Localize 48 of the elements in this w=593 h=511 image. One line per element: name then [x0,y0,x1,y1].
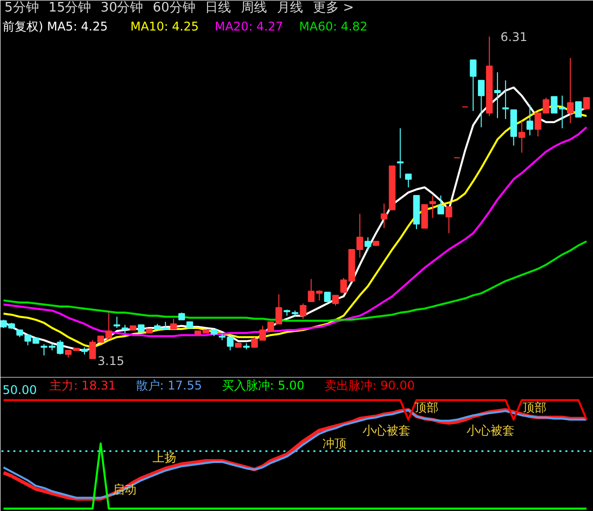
candlestick [437,194,444,214]
candlestick [478,80,485,128]
candlestick [502,80,509,120]
candlestick [494,72,501,119]
candlestick [518,120,526,154]
candlestick [526,104,534,136]
candlestick [405,174,412,188]
text: 60分钟 [152,0,196,16]
text: 30分钟 [100,0,144,16]
series-label: 卖出脉冲: 90.00 [324,378,415,392]
annotation: 顶部 [522,400,546,414]
candlestick [575,101,582,118]
candlestick [583,97,590,110]
text: 买入脉冲: 5.00 [222,378,304,392]
text: MA10: 4.25 [130,20,199,34]
candlestick [396,128,404,179]
text: 15分钟 [48,0,92,16]
annotation: 6.31 [500,30,528,44]
annotation: 小心被套 [466,424,514,438]
text: 散户: 17.55 [136,378,202,392]
candlestick [324,292,331,302]
text: 前复权) MA5: 4.25 [2,20,108,34]
candlestick [470,59,476,112]
candlestick [114,316,120,328]
text: 更多 > [312,0,354,16]
candlestick [170,318,177,330]
annotation: 3.15 [98,354,124,368]
candlestick [567,57,574,124]
candlestick [429,194,436,218]
annotation: 小心被套 [362,424,410,438]
annotation: 冲顶 [322,436,346,450]
candlestick [364,236,372,252]
text: 主力: 18.31 [50,378,116,392]
text: 月线 [276,0,303,16]
annotation: 上扬 [152,450,176,464]
candlestick [446,206,452,234]
annotation: 启动 [112,482,136,496]
text: MA60: 4.82 [299,20,368,34]
candlestick [300,302,306,320]
candlestick [421,204,428,229]
text: 50.00 [2,383,37,397]
annotation: 顶部 [414,400,438,414]
candlestick [332,294,339,306]
text: 日线 [204,0,231,16]
text: 5分钟 [4,0,39,16]
text: MA20: 4.27 [214,20,284,34]
text: 周线 [240,0,267,16]
candlestick [380,203,388,229]
